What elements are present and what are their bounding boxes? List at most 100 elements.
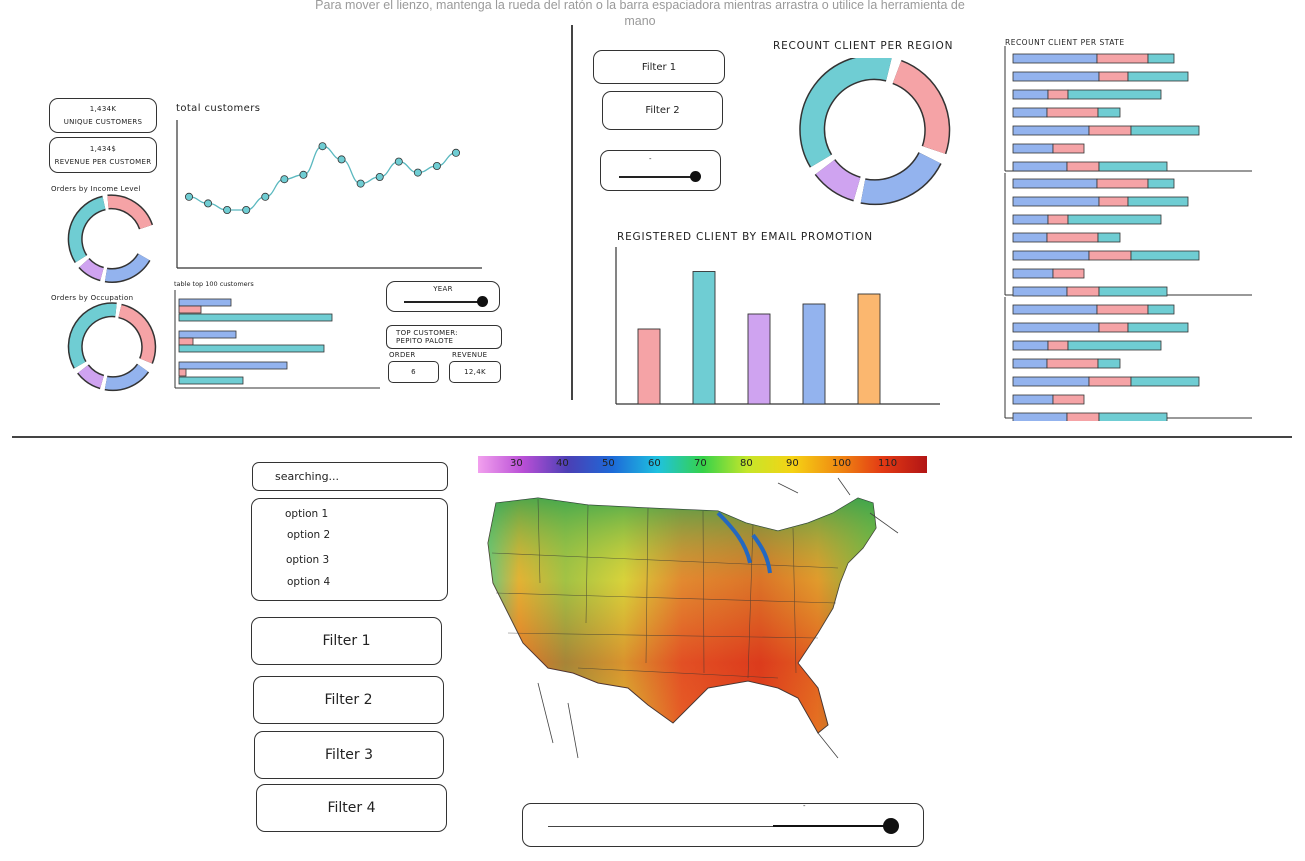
table-bar [178, 313, 333, 322]
kpi2-value: 1,434$ [89, 144, 117, 153]
options-list: option 1 option 2 option 3 option 4 [251, 498, 448, 601]
revenue-value: 12,4K [449, 361, 501, 383]
state-bar [1098, 322, 1129, 333]
donut-income-level [67, 194, 154, 283]
option-2[interactable]: option 2 [287, 529, 331, 541]
scale-tick: 80 [740, 458, 753, 469]
state-bar [1012, 358, 1048, 369]
state-bar [1052, 394, 1085, 405]
search-input[interactable]: searching... [252, 462, 448, 491]
state-bar [1012, 196, 1100, 207]
filter-3-button[interactable]: Filter 3 [254, 731, 444, 779]
state-bar [1067, 340, 1162, 351]
state-bar [1098, 412, 1168, 421]
filter-4-button[interactable]: Filter 4 [256, 784, 447, 832]
line-point [242, 206, 251, 215]
line-point [356, 179, 365, 188]
state-bar [1046, 358, 1099, 369]
slider-track [404, 301, 484, 303]
top-customer-label: TOP CUSTOMER: [396, 329, 458, 337]
state-bar [1097, 358, 1121, 369]
state-bar [1066, 161, 1100, 172]
state-bar [1012, 143, 1054, 154]
filter-1-button[interactable]: Filter 1 [593, 50, 725, 84]
line-chart-total-customers [176, 120, 482, 269]
email-bar [692, 271, 716, 405]
line-point [432, 162, 441, 171]
option-3[interactable]: option 3 [286, 554, 330, 566]
state-bar [1096, 178, 1149, 189]
kpi-revenue-per-customer: 1,434$ REVENUE PER CUSTOMER [49, 137, 157, 173]
state-bar [1127, 322, 1189, 333]
state-bar [1012, 178, 1098, 189]
scale-tick: 30 [510, 458, 523, 469]
state-bar [1012, 125, 1090, 136]
line-point [451, 148, 460, 157]
top-customer-card: TOP CUSTOMER: PEPITO PALOTE [386, 325, 502, 349]
line-point [318, 142, 327, 151]
option-1[interactable]: option 1 [285, 508, 329, 520]
filter-2-button[interactable]: Filter 2 [253, 676, 444, 724]
state-bar [1097, 107, 1121, 118]
state-bar [1012, 214, 1049, 225]
slider-track [619, 176, 699, 178]
canvas-hint: Para mover el lienzo, mantenga la rueda … [315, 0, 965, 28]
state-bar [1012, 161, 1068, 172]
state-bar [1098, 161, 1168, 172]
state-bar [1012, 250, 1090, 261]
line-point [375, 173, 384, 182]
state-bar [1047, 89, 1069, 100]
state-bar [1088, 376, 1132, 387]
state-bar [1012, 286, 1068, 297]
scale-tick: 40 [556, 458, 569, 469]
vertical-divider [571, 25, 573, 400]
state-bar [1147, 53, 1175, 64]
year-label: YEAR [433, 285, 453, 293]
slider-handle[interactable] [883, 818, 899, 834]
slider-handle[interactable] [477, 296, 488, 307]
kpi2-label: REVENUE PER CUSTOMER [54, 157, 152, 166]
state-bar [1130, 250, 1200, 261]
line-point [337, 155, 346, 164]
state-bar [1012, 322, 1100, 333]
bottom-slider[interactable]: - [522, 802, 924, 847]
email-chart-title: REGISTERED CLIENT BY EMAIL PROMOTION [617, 231, 873, 243]
year-slider[interactable]: YEAR [386, 281, 500, 312]
scale-tick: 50 [602, 458, 615, 469]
state-bar [1047, 340, 1069, 351]
filter-1-button[interactable]: Filter 1 [251, 617, 442, 665]
option-4[interactable]: option 4 [287, 576, 331, 588]
state-bar [1098, 286, 1168, 297]
state-bar [1012, 412, 1068, 421]
scale-tick: 100 [832, 458, 852, 469]
state-bar [1012, 376, 1090, 387]
line-point [184, 192, 193, 201]
filter-2-button[interactable]: Filter 2 [602, 91, 723, 130]
slider-fill [773, 825, 893, 827]
state-bar [1012, 107, 1048, 118]
kpi1-value: 1,434K [89, 105, 117, 113]
line-point [394, 157, 403, 166]
state-bar [1012, 89, 1049, 100]
state-bar [1012, 53, 1098, 64]
state-bar [1046, 107, 1099, 118]
email-bar [857, 293, 881, 405]
donut2-title: Orders by Occupation [51, 294, 134, 302]
top-customer-name: PEPITO PALOTE [396, 337, 454, 345]
slider-handle[interactable] [690, 171, 701, 182]
temperature-scale: 30 40 50 60 70 80 90 100 110 [478, 456, 927, 473]
line-point [223, 206, 232, 215]
table-bar [178, 330, 237, 339]
table-top-customers [174, 290, 380, 389]
slider-track [548, 826, 893, 827]
state-bar [1067, 214, 1162, 225]
state-bar [1127, 71, 1189, 82]
filter-slider[interactable]: - [600, 150, 721, 191]
state-bar [1012, 71, 1100, 82]
kpi-unique-customers: 1,434K UNIQUE CUSTOMERS [49, 98, 157, 133]
region-chart-title: RECOUNT CLIENT PER REGION [773, 40, 954, 52]
slider-label: - [649, 155, 652, 163]
table-bar [178, 376, 244, 385]
bar-chart-email-promotion [615, 247, 940, 405]
state-bar [1096, 53, 1149, 64]
